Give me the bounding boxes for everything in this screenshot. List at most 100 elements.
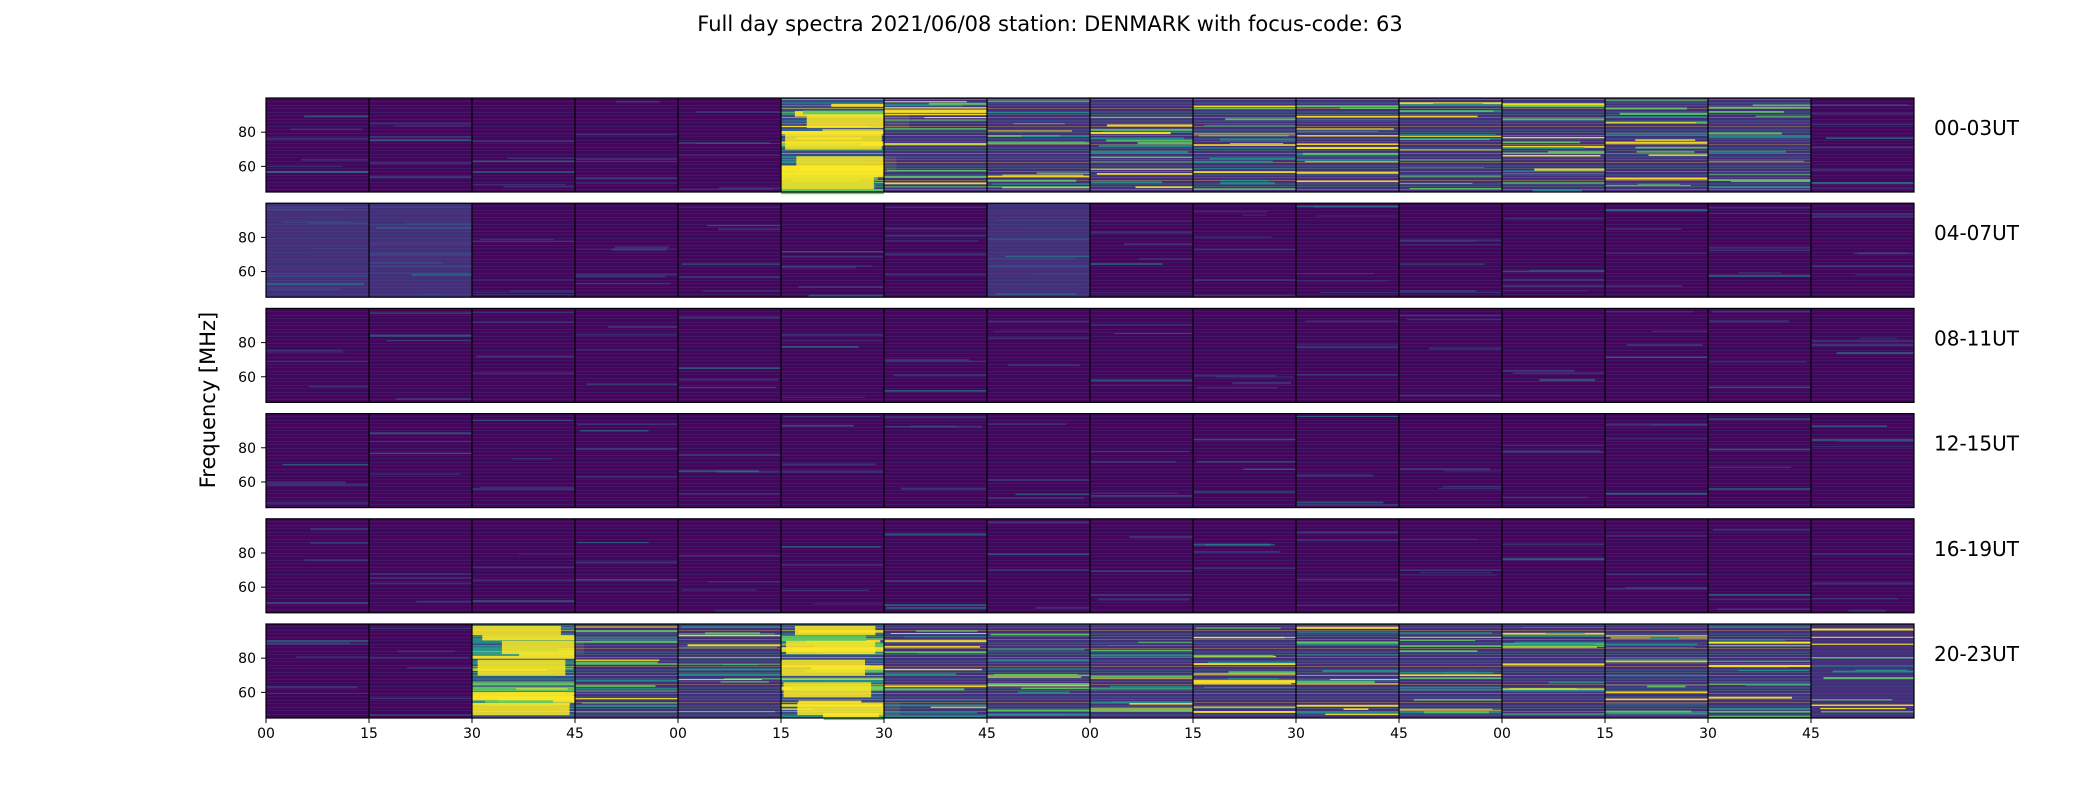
rfi-line — [266, 288, 340, 291]
rfi-line — [678, 710, 776, 713]
rfi-line — [1737, 669, 1809, 672]
rfi-line — [1322, 669, 1399, 673]
rfi-line — [575, 177, 678, 179]
rfi-line — [1438, 488, 1502, 490]
spectrum-segment — [1090, 308, 1193, 403]
rfi-line — [1708, 206, 1811, 209]
rfi-line — [575, 248, 678, 250]
rfi-line — [1090, 460, 1176, 463]
x-tick-label: 15 — [772, 726, 790, 742]
rfi-line — [987, 142, 1090, 145]
rfi-line — [1811, 187, 1914, 189]
rfi-line — [575, 177, 678, 180]
x-tick-label: 15 — [360, 726, 378, 742]
rfi-line — [1811, 665, 1914, 667]
x-tick-label: 45 — [978, 726, 996, 742]
rfi-line — [1129, 535, 1193, 539]
rfi-line — [1090, 156, 1193, 159]
rfi-line — [1605, 311, 1694, 313]
segment-texture — [575, 308, 678, 403]
rfi-line — [1220, 179, 1269, 182]
rfi-line — [1296, 539, 1399, 541]
segment-texture — [1605, 518, 1708, 613]
rfi-line — [1708, 638, 1786, 641]
rfi-line — [987, 423, 1067, 425]
spectrum-segment — [1502, 518, 1605, 613]
rfi-line — [1859, 337, 1898, 339]
spectrum-segment — [781, 624, 901, 721]
rfi-line — [798, 286, 884, 288]
segment-texture — [1296, 203, 1399, 298]
rfi-line — [987, 713, 1090, 716]
rfi-line — [1823, 677, 1914, 680]
rfi-line — [1745, 684, 1811, 686]
rfi-line — [1811, 213, 1914, 216]
x-tick-label: 30 — [875, 726, 893, 742]
row-time-label: 16-19UT — [1934, 537, 2020, 561]
rfi-block — [797, 702, 901, 716]
rfi-line — [575, 133, 678, 136]
rfi-line — [1708, 664, 1811, 668]
rfi-line — [1811, 146, 1914, 149]
rfi-line — [687, 644, 781, 647]
rfi-line — [1605, 660, 1708, 663]
rfi-line — [480, 239, 554, 241]
rfi-line — [1090, 128, 1193, 131]
rfi-line — [1708, 320, 1789, 323]
rfi-line — [1502, 451, 1604, 454]
rfi-line — [1193, 105, 1296, 108]
rfi-line — [575, 349, 678, 351]
rfi-line — [290, 128, 363, 131]
rfi-line — [266, 209, 369, 211]
rfi-line — [1193, 567, 1296, 569]
segment-texture — [266, 98, 369, 192]
spectrum-segment — [1296, 624, 1399, 718]
segment-texture — [472, 203, 575, 298]
rfi-line — [411, 273, 472, 276]
segment-texture — [781, 413, 884, 508]
spectrum-segment — [369, 518, 472, 613]
rfi-line — [1708, 173, 1811, 175]
rfi-line — [266, 360, 369, 363]
spectrum-segment — [1090, 518, 1193, 613]
rfi-line — [1296, 604, 1399, 607]
spectrum-segment — [1193, 203, 1296, 298]
spectrum-segment — [1708, 624, 1811, 718]
rfi-line — [575, 679, 678, 682]
rfi-block — [477, 659, 566, 676]
rfi-line — [1619, 112, 1708, 115]
rfi-line — [1296, 654, 1399, 656]
rfi-line — [781, 470, 884, 473]
rfi-line — [987, 257, 1076, 260]
rfi-line — [369, 254, 472, 256]
y-tick-label: 80 — [238, 125, 256, 141]
rfi-line — [1605, 710, 1692, 713]
rfi-line — [1209, 157, 1296, 160]
rfi-line — [884, 234, 987, 237]
rfi-line — [1605, 691, 1708, 694]
rfi-line — [1605, 438, 1708, 440]
rfi-line — [1090, 263, 1163, 265]
segment-texture — [575, 518, 678, 613]
rfi-line — [884, 107, 987, 109]
rfi-line — [705, 632, 760, 635]
rfi-line — [884, 699, 987, 701]
rfi-line — [681, 589, 757, 591]
rfi-line — [369, 206, 472, 208]
segment-texture — [1502, 413, 1605, 508]
rfi-line — [1002, 174, 1084, 176]
x-tick-label: 00 — [1081, 726, 1099, 742]
spectrum-segment — [1811, 413, 1914, 508]
rfi-line — [310, 248, 369, 250]
rfi-line — [1193, 681, 1296, 684]
rfi-line — [987, 569, 1090, 571]
rfi-line — [1708, 249, 1811, 252]
rfi-line — [369, 162, 472, 164]
rfi-line — [884, 640, 987, 643]
rfi-line — [1708, 132, 1782, 135]
rfi-line — [1007, 364, 1080, 366]
rfi-line — [418, 293, 442, 295]
segment-texture — [781, 308, 884, 403]
rfi-line — [1296, 643, 1399, 646]
rfi-line — [781, 424, 854, 427]
